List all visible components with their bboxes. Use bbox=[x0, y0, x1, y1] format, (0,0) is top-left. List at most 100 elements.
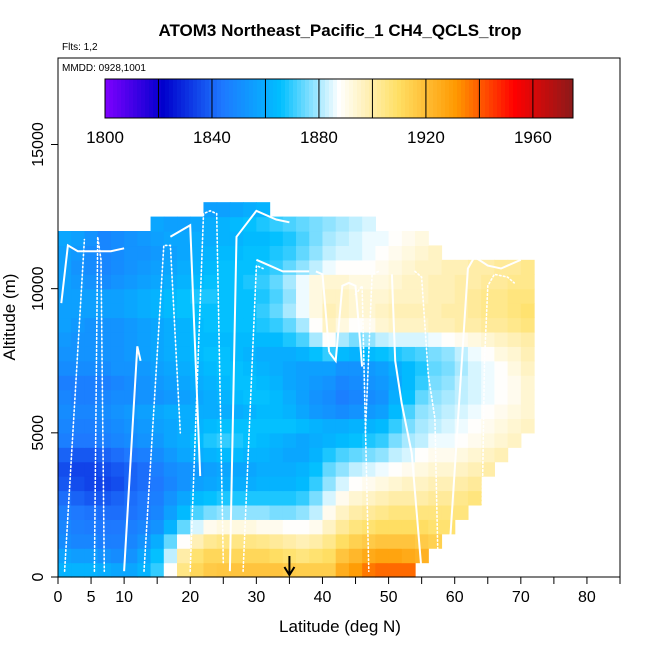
heatmap-cell bbox=[71, 317, 86, 333]
heatmap-cell bbox=[190, 533, 205, 549]
heatmap-cell bbox=[375, 548, 390, 564]
heatmap-cell bbox=[243, 519, 257, 535]
colorbar-segment bbox=[437, 79, 442, 118]
heatmap-cell bbox=[124, 274, 138, 290]
heatmap-cell bbox=[137, 288, 152, 304]
heatmap-cell bbox=[243, 331, 257, 347]
colorbar-segment bbox=[253, 79, 258, 118]
heatmap-cell bbox=[415, 548, 429, 564]
heatmap-cell bbox=[256, 216, 271, 232]
heatmap-cell bbox=[322, 490, 337, 506]
flight-track bbox=[315, 270, 331, 353]
colorbar-segment bbox=[209, 79, 214, 118]
heatmap-cell bbox=[269, 346, 284, 362]
heatmap-cell bbox=[362, 288, 376, 304]
colorbar-segment bbox=[569, 79, 574, 118]
heatmap-cell bbox=[322, 331, 337, 347]
heatmap-cell bbox=[163, 504, 178, 520]
heatmap-cell bbox=[190, 346, 205, 362]
heatmap-cell bbox=[296, 259, 310, 275]
heatmap-cell bbox=[428, 476, 443, 492]
heatmap-cell bbox=[415, 375, 429, 391]
colorbar-segment bbox=[433, 79, 438, 118]
colorbar-segment bbox=[229, 79, 234, 118]
heatmap-cell bbox=[190, 432, 205, 448]
heatmap-cell bbox=[415, 288, 429, 304]
heatmap-cell bbox=[58, 375, 72, 391]
heatmap-cell bbox=[84, 562, 99, 578]
heatmap-cell bbox=[216, 404, 231, 420]
heatmap-cell bbox=[348, 404, 363, 420]
heatmap-cell bbox=[97, 490, 112, 506]
colorbar-segment bbox=[501, 79, 506, 118]
colorbar-segment bbox=[277, 79, 282, 118]
flight-track bbox=[93, 236, 106, 573]
colorbar-segment bbox=[121, 79, 126, 118]
heatmap-cell bbox=[256, 432, 271, 448]
heatmap-cell bbox=[58, 533, 72, 549]
colorbar-segment bbox=[441, 79, 446, 118]
heatmap-cell bbox=[269, 447, 284, 463]
colorbar-segment bbox=[465, 79, 470, 118]
heatmap-cell bbox=[269, 274, 284, 290]
heatmap-cell bbox=[97, 404, 112, 420]
heatmap-cell bbox=[243, 259, 257, 275]
heatmap-cell bbox=[58, 303, 72, 319]
heatmap-cell bbox=[362, 231, 376, 247]
colorbar-segment bbox=[509, 79, 514, 118]
heatmap-cell bbox=[481, 447, 495, 463]
heatmap-cell bbox=[256, 519, 271, 535]
heatmap-cell bbox=[335, 418, 350, 434]
heatmap-cell bbox=[322, 504, 337, 520]
heatmap-cell bbox=[362, 504, 376, 520]
heatmap-cell bbox=[309, 375, 324, 391]
colorbar-segment bbox=[105, 79, 110, 118]
heatmap-cell bbox=[190, 548, 205, 564]
heatmap-cell bbox=[150, 245, 165, 261]
heatmap-cell bbox=[454, 331, 469, 347]
heatmap-cell bbox=[520, 288, 535, 304]
heatmap-cell bbox=[256, 288, 271, 304]
heatmap-cell bbox=[494, 360, 509, 376]
colorbar-segment bbox=[305, 79, 310, 118]
heatmap-cell bbox=[177, 490, 191, 506]
heatmap-cell bbox=[97, 231, 112, 247]
heatmap-cell bbox=[494, 303, 509, 319]
heatmap-cell bbox=[401, 447, 416, 463]
heatmap-cell bbox=[216, 245, 231, 261]
heatmap-cell bbox=[177, 548, 191, 564]
heatmap-cell bbox=[467, 288, 482, 304]
heatmap-cell bbox=[441, 331, 456, 347]
colorbar-segment bbox=[513, 79, 518, 118]
heatmap-cell bbox=[243, 548, 257, 564]
heatmap-cell bbox=[309, 490, 324, 506]
heatmap-cell bbox=[177, 317, 191, 333]
heatmap-cell bbox=[348, 490, 363, 506]
heatmap-cell bbox=[481, 375, 495, 391]
heatmap-cell bbox=[256, 418, 271, 434]
heatmap-cell bbox=[163, 432, 178, 448]
colorbar-segment bbox=[169, 79, 174, 118]
heatmap-cell bbox=[150, 259, 165, 275]
heatmap-cell bbox=[401, 288, 416, 304]
heatmap-cell bbox=[243, 389, 257, 405]
heatmap-cell bbox=[335, 447, 350, 463]
heatmap-cell bbox=[481, 461, 495, 477]
heatmap-cell bbox=[256, 245, 271, 261]
heatmap-cells bbox=[58, 202, 535, 578]
heatmap-cell bbox=[375, 317, 390, 333]
heatmap-cell bbox=[335, 274, 350, 290]
flight-track bbox=[228, 209, 290, 572]
heatmap-cell bbox=[216, 259, 231, 275]
heatmap-cell bbox=[84, 360, 99, 376]
colorbar-tick-label: 1880 bbox=[300, 128, 338, 147]
heatmap-cell bbox=[150, 360, 165, 376]
heatmap-cell bbox=[282, 432, 297, 448]
heatmap-cell bbox=[375, 533, 390, 549]
heatmap-cell bbox=[190, 245, 205, 261]
heatmap-cell bbox=[229, 562, 244, 578]
heatmap-cell bbox=[401, 490, 416, 506]
heatmap-cell bbox=[137, 533, 152, 549]
colorbar-segment bbox=[529, 79, 534, 118]
heatmap-cell bbox=[71, 404, 86, 420]
